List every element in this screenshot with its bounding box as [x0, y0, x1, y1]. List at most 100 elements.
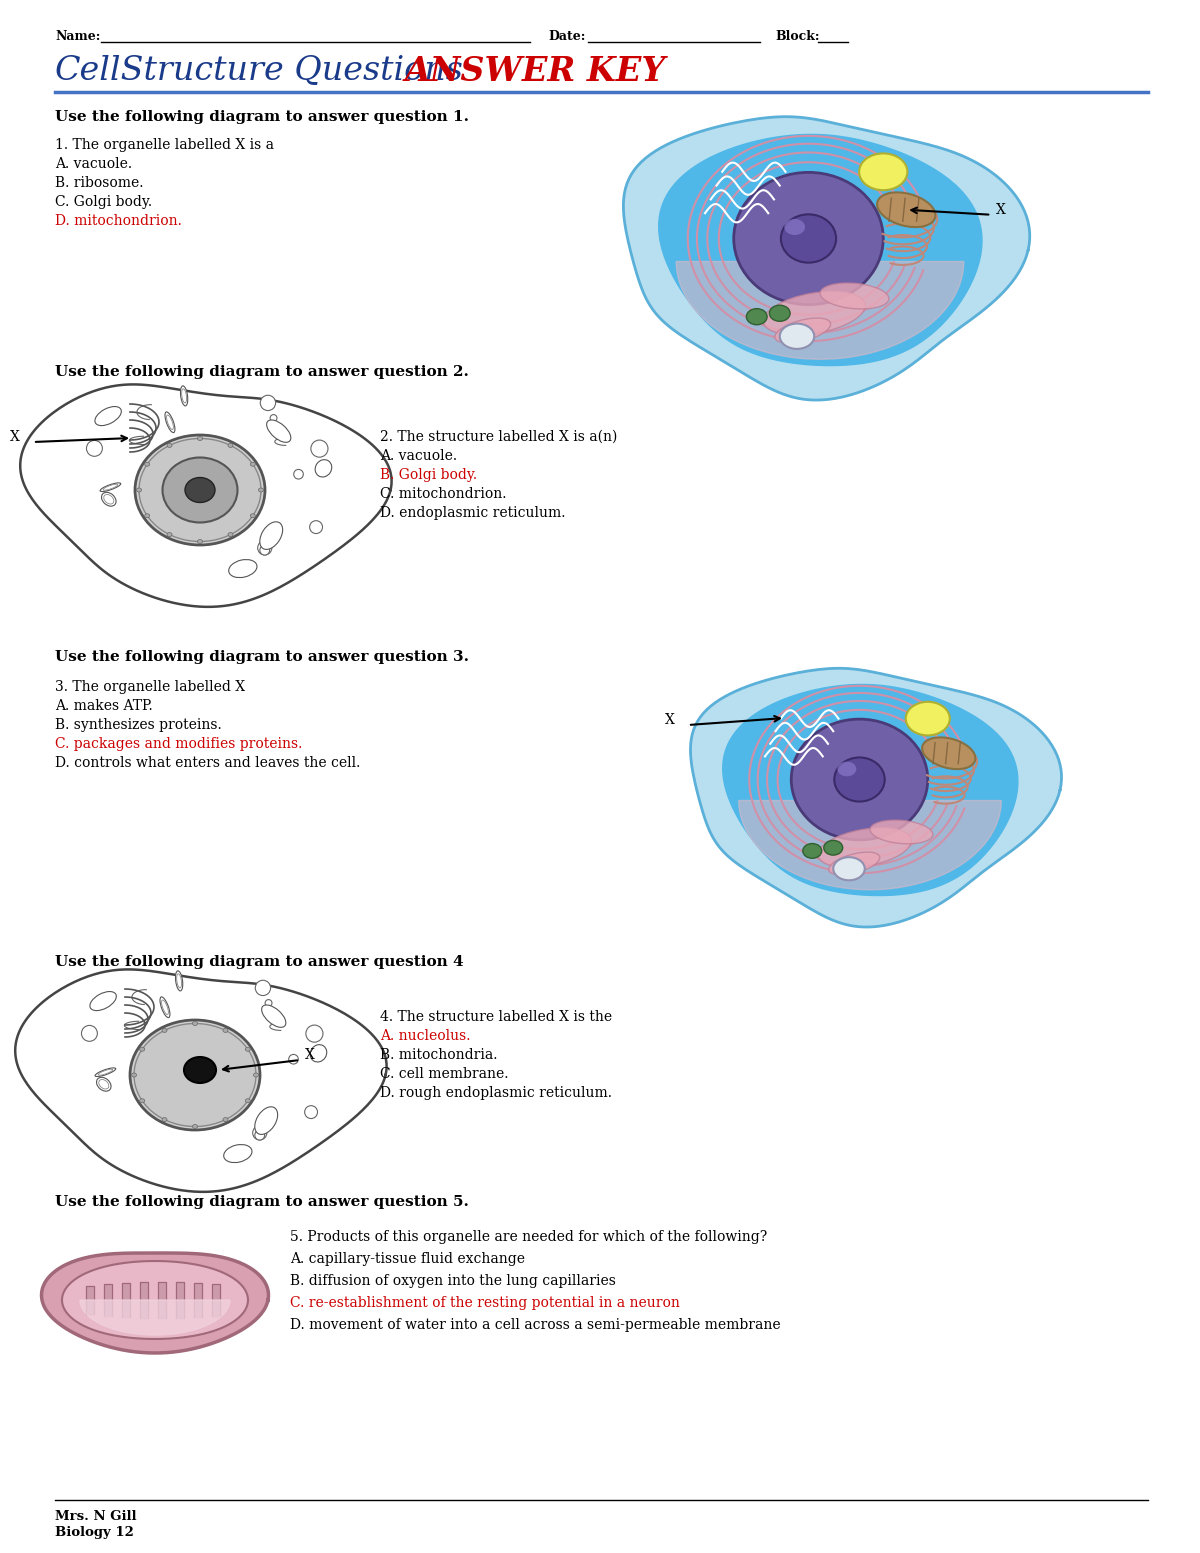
- Ellipse shape: [746, 309, 767, 325]
- Text: A. vacuole.: A. vacuole.: [55, 157, 132, 171]
- Ellipse shape: [164, 412, 175, 433]
- Text: Mrs. N Gill: Mrs. N Gill: [55, 1510, 137, 1523]
- Ellipse shape: [306, 1025, 323, 1042]
- Ellipse shape: [103, 494, 114, 505]
- Ellipse shape: [305, 1106, 318, 1118]
- Polygon shape: [739, 800, 1001, 890]
- Ellipse shape: [877, 193, 936, 227]
- Ellipse shape: [256, 980, 270, 995]
- Ellipse shape: [162, 458, 238, 522]
- Ellipse shape: [139, 1100, 145, 1103]
- Ellipse shape: [167, 533, 172, 537]
- Ellipse shape: [198, 436, 203, 441]
- Polygon shape: [80, 1300, 230, 1336]
- Text: D. mitochondrion.: D. mitochondrion.: [55, 214, 182, 228]
- Text: D. movement of water into a cell across a semi-permeable membrane: D. movement of water into a cell across …: [290, 1318, 781, 1332]
- Text: B. ribosome.: B. ribosome.: [55, 175, 144, 189]
- Ellipse shape: [818, 828, 911, 868]
- Text: X: X: [665, 713, 674, 727]
- Ellipse shape: [98, 1079, 109, 1089]
- Ellipse shape: [260, 396, 276, 410]
- Ellipse shape: [780, 323, 815, 349]
- Text: D. rough endoplasmic reticulum.: D. rough endoplasmic reticulum.: [380, 1086, 612, 1100]
- Text: A. makes ATP.: A. makes ATP.: [55, 699, 152, 713]
- Text: C. packages and modifies proteins.: C. packages and modifies proteins.: [55, 738, 302, 752]
- Ellipse shape: [833, 857, 865, 881]
- Text: Biology 12: Biology 12: [55, 1527, 134, 1539]
- Ellipse shape: [103, 485, 118, 491]
- Polygon shape: [62, 1261, 248, 1339]
- Polygon shape: [722, 685, 1018, 896]
- Ellipse shape: [270, 415, 277, 421]
- Text: 4. The structure labelled X is the: 4. The structure labelled X is the: [380, 1009, 612, 1023]
- Text: 2. The structure labelled X is a(n): 2. The structure labelled X is a(n): [380, 430, 617, 444]
- Text: C. re-establishment of the resting potential in a neuron: C. re-establishment of the resting poten…: [290, 1297, 680, 1311]
- Ellipse shape: [254, 1131, 265, 1140]
- Ellipse shape: [838, 761, 857, 776]
- Ellipse shape: [781, 214, 836, 262]
- Ellipse shape: [90, 991, 116, 1011]
- Ellipse shape: [223, 1145, 252, 1163]
- Ellipse shape: [251, 463, 256, 466]
- Text: A. nucleolus.: A. nucleolus.: [380, 1030, 470, 1044]
- Text: X: X: [10, 430, 20, 444]
- Ellipse shape: [763, 292, 865, 335]
- Ellipse shape: [139, 438, 262, 542]
- Ellipse shape: [192, 1022, 198, 1025]
- Text: C. Golgi body.: C. Golgi body.: [55, 196, 152, 210]
- Ellipse shape: [96, 1078, 112, 1092]
- Ellipse shape: [167, 444, 172, 447]
- Ellipse shape: [294, 469, 304, 478]
- Ellipse shape: [258, 540, 272, 554]
- Ellipse shape: [162, 1000, 168, 1014]
- Ellipse shape: [259, 522, 283, 550]
- Text: A. vacuole.: A. vacuole.: [380, 449, 457, 463]
- Polygon shape: [677, 261, 964, 359]
- Ellipse shape: [102, 492, 116, 506]
- Text: Date:: Date:: [548, 30, 586, 43]
- Polygon shape: [20, 385, 391, 607]
- Ellipse shape: [198, 539, 203, 544]
- Text: B. Golgi body.: B. Golgi body.: [380, 467, 478, 481]
- Text: Block:: Block:: [775, 30, 820, 43]
- Text: Structure Questions: Structure Questions: [110, 54, 474, 87]
- Text: Use the following diagram to answer question 4: Use the following diagram to answer ques…: [55, 955, 463, 969]
- Polygon shape: [16, 969, 386, 1191]
- Ellipse shape: [245, 1100, 251, 1103]
- Ellipse shape: [906, 702, 950, 736]
- Ellipse shape: [829, 853, 880, 874]
- Ellipse shape: [820, 283, 889, 309]
- Text: 5. Products of this organelle are needed for which of the following?: 5. Products of this organelle are needed…: [290, 1230, 767, 1244]
- Text: C. mitochondrion.: C. mitochondrion.: [380, 488, 506, 502]
- Ellipse shape: [228, 533, 233, 537]
- Ellipse shape: [310, 1045, 326, 1062]
- Ellipse shape: [184, 1058, 216, 1082]
- Polygon shape: [659, 135, 982, 365]
- Ellipse shape: [134, 1023, 256, 1126]
- Ellipse shape: [228, 444, 233, 447]
- Text: ANSWER KEY: ANSWER KEY: [406, 54, 666, 89]
- Ellipse shape: [162, 1118, 167, 1121]
- Text: B. diffusion of oxygen into the lung capillaries: B. diffusion of oxygen into the lung cap…: [290, 1273, 616, 1287]
- Ellipse shape: [316, 460, 331, 477]
- Ellipse shape: [192, 1124, 198, 1129]
- Ellipse shape: [176, 974, 181, 988]
- Ellipse shape: [311, 439, 328, 457]
- Ellipse shape: [823, 840, 842, 856]
- Ellipse shape: [175, 971, 182, 991]
- Text: A. capillary-tissue fluid exchange: A. capillary-tissue fluid exchange: [290, 1252, 526, 1266]
- Ellipse shape: [185, 477, 215, 503]
- Polygon shape: [690, 668, 1062, 927]
- Ellipse shape: [253, 1126, 266, 1140]
- Ellipse shape: [130, 1020, 260, 1131]
- Ellipse shape: [95, 407, 121, 426]
- Ellipse shape: [181, 388, 186, 402]
- Ellipse shape: [180, 385, 187, 405]
- Text: Use the following diagram to answer question 2.: Use the following diagram to answer ques…: [55, 365, 469, 379]
- Ellipse shape: [775, 318, 830, 343]
- Ellipse shape: [167, 415, 173, 430]
- Ellipse shape: [137, 488, 142, 492]
- Ellipse shape: [223, 1118, 228, 1121]
- Ellipse shape: [310, 520, 323, 534]
- Ellipse shape: [162, 1028, 167, 1033]
